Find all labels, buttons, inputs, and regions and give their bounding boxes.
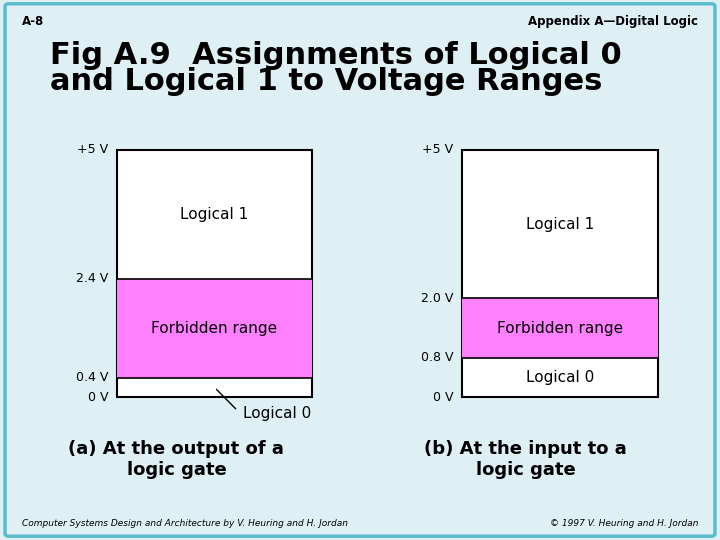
Text: (a) At the output of a
logic gate: (a) At the output of a logic gate: [68, 440, 284, 479]
Bar: [462, 150, 658, 397]
Text: 0 V: 0 V: [88, 391, 108, 404]
Text: © 1997 V. Heuring and H. Jordan: © 1997 V. Heuring and H. Jordan: [550, 519, 698, 528]
Text: 2.0 V: 2.0 V: [421, 292, 454, 305]
Text: Forbidden range: Forbidden range: [497, 321, 624, 335]
Text: 0.4 V: 0.4 V: [76, 371, 108, 384]
Text: Logical 0: Logical 0: [243, 406, 312, 421]
Text: 2.4 V: 2.4 V: [76, 272, 108, 285]
Text: 0 V: 0 V: [433, 391, 454, 404]
Text: (b) At the input to a
logic gate: (b) At the input to a logic gate: [424, 440, 627, 479]
Text: Appendix A—Digital Logic: Appendix A—Digital Logic: [528, 15, 698, 28]
Text: Computer Systems Design and Architecture by V. Heuring and H. Jordan: Computer Systems Design and Architecture…: [22, 519, 348, 528]
Text: +5 V: +5 V: [77, 143, 108, 157]
Bar: [462, 298, 658, 357]
Text: and Logical 1 to Voltage Ranges: and Logical 1 to Voltage Ranges: [50, 68, 603, 97]
Text: Logical 0: Logical 0: [526, 370, 594, 385]
Text: +5 V: +5 V: [423, 143, 454, 157]
Text: Logical 1: Logical 1: [526, 217, 594, 232]
Text: Forbidden range: Forbidden range: [151, 321, 278, 335]
Text: 0.8 V: 0.8 V: [421, 351, 454, 364]
Text: Fig A.9  Assignments of Logical 0: Fig A.9 Assignments of Logical 0: [50, 40, 622, 70]
Text: Logical 1: Logical 1: [181, 207, 248, 222]
Bar: [117, 150, 312, 397]
Text: A-8: A-8: [22, 15, 44, 28]
Bar: [117, 279, 312, 377]
